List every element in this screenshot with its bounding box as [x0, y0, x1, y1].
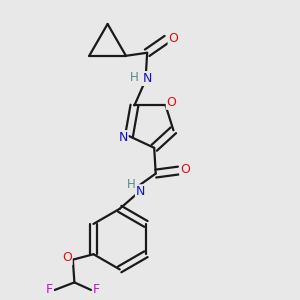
Text: F: F [46, 284, 53, 296]
Text: O: O [180, 164, 190, 176]
Text: N: N [118, 131, 128, 144]
Text: N: N [142, 72, 152, 85]
Text: H: H [127, 178, 136, 191]
Text: H: H [130, 70, 139, 83]
Text: O: O [62, 251, 72, 264]
Text: O: O [169, 32, 178, 45]
Text: F: F [93, 284, 100, 296]
Text: O: O [167, 96, 177, 109]
Text: N: N [136, 185, 145, 198]
